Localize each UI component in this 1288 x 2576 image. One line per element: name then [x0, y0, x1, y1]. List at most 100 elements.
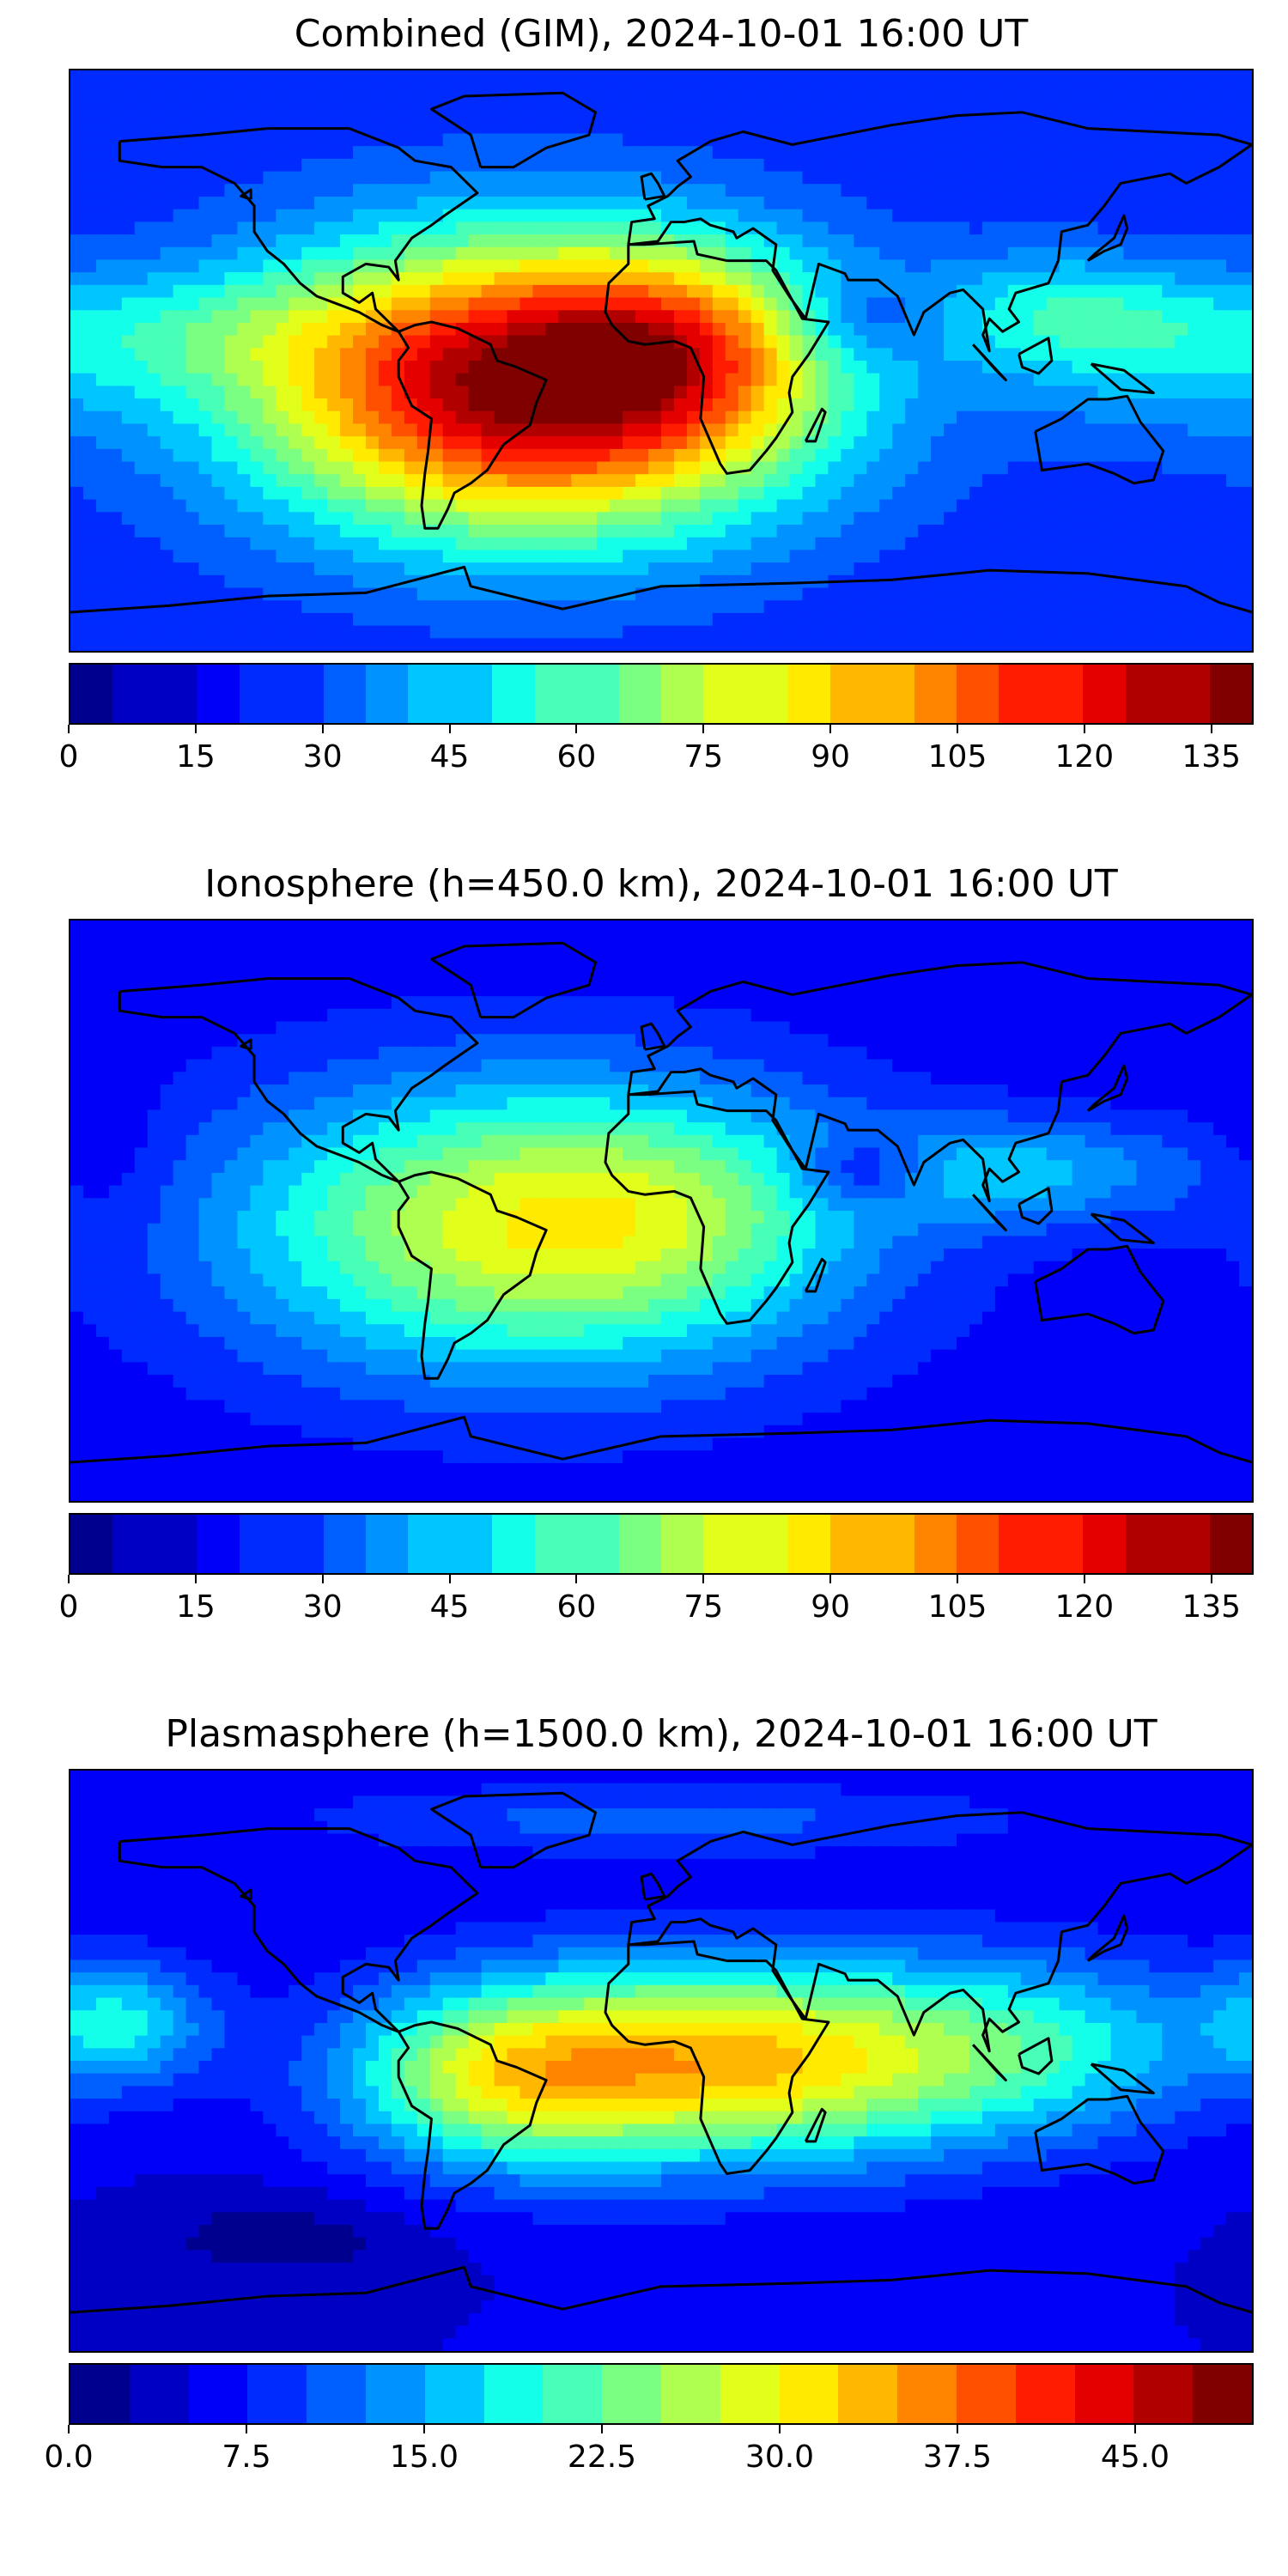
- field-cell: [263, 562, 277, 576]
- field-cell: [854, 996, 868, 1010]
- field-cell: [597, 423, 611, 437]
- field-cell: [994, 587, 1009, 602]
- field-cell: [1149, 996, 1163, 1010]
- field-cell: [1123, 638, 1138, 651]
- field-cell: [648, 436, 662, 450]
- field-cell: [994, 386, 1009, 399]
- field-cell: [918, 234, 932, 248]
- field-cell: [648, 945, 662, 959]
- field-cell: [301, 297, 315, 312]
- colorbar-level: [956, 665, 999, 723]
- field-cell: [121, 297, 136, 312]
- field-cell: [969, 234, 983, 248]
- field-cell: [276, 537, 290, 551]
- field-cell: [686, 133, 701, 147]
- field-cell: [854, 486, 868, 501]
- field-cell: [507, 158, 521, 173]
- field-cell: [442, 184, 457, 197]
- field-cell: [507, 958, 521, 972]
- field-cell: [173, 222, 187, 235]
- field-cell: [185, 945, 200, 959]
- field-cell: [211, 996, 226, 1010]
- field-cell: [866, 158, 881, 173]
- field-cell: [1188, 234, 1201, 248]
- field-cell: [905, 625, 919, 640]
- field-cell: [1226, 436, 1240, 450]
- field-cell: [712, 600, 726, 614]
- field-cell: [237, 638, 252, 651]
- field-cell: [1007, 448, 1022, 463]
- field-cell: [1084, 423, 1099, 437]
- field-cell: [327, 550, 341, 563]
- field-cell: [1020, 983, 1035, 997]
- field-cell: [1033, 512, 1048, 526]
- field-cell: [558, 574, 573, 589]
- field-cell: [224, 348, 239, 361]
- field-cell: [545, 246, 560, 261]
- field-cell: [276, 373, 290, 387]
- field-cell: [468, 70, 483, 84]
- coastline: [70, 565, 1252, 614]
- field-cell: [648, 525, 662, 538]
- field-cell: [468, 259, 483, 273]
- field-cell: [314, 574, 328, 589]
- field-cell: [866, 574, 881, 589]
- field-cell: [545, 234, 560, 248]
- field-cell: [1175, 209, 1189, 223]
- field-cell: [121, 108, 136, 122]
- field-cell: [673, 209, 688, 223]
- field-cell: [237, 562, 252, 576]
- field-cell: [185, 410, 200, 425]
- field-cell: [289, 95, 303, 109]
- field-cell: [173, 310, 187, 324]
- field-cell: [892, 945, 906, 959]
- field-cell: [981, 525, 996, 538]
- field-cell: [224, 638, 239, 651]
- field-cell: [686, 550, 701, 563]
- field-cell: [802, 612, 817, 627]
- field-cell: [1123, 562, 1138, 576]
- field-cell: [635, 398, 649, 412]
- field-cell: [1188, 322, 1201, 337]
- field-cell: [1175, 108, 1189, 122]
- field-cell: [198, 499, 213, 513]
- field-cell: [1007, 512, 1022, 526]
- field-cell: [1162, 970, 1176, 985]
- field-cell: [661, 146, 675, 160]
- field-cell: [725, 70, 739, 84]
- combined-gim-panel: Combined (GIM), 2024-10-01 16:00 UT 0 15 3…: [0, 9, 1288, 859]
- field-cell: [532, 120, 547, 135]
- field-cell: [70, 448, 84, 463]
- field-cell: [1226, 550, 1240, 563]
- field-cell: [185, 587, 200, 602]
- field-cell: [584, 322, 598, 337]
- field-cell: [314, 474, 328, 488]
- field-cell: [789, 348, 804, 361]
- field-cell: [854, 246, 868, 261]
- field-cell: [905, 133, 919, 147]
- field-cell: [545, 386, 560, 399]
- field-cell: [994, 562, 1009, 576]
- field-cell: [802, 246, 817, 261]
- field-cell: [571, 499, 586, 513]
- field-cell: [1097, 958, 1112, 972]
- field-cell: [558, 259, 573, 273]
- field-cell: [1200, 562, 1214, 576]
- field-cell: [327, 108, 341, 122]
- field-cell: [545, 398, 560, 412]
- field-cell: [610, 945, 623, 959]
- field-cell: [981, 386, 996, 399]
- field-cell: [673, 284, 688, 299]
- field-cell: [1033, 284, 1048, 299]
- field-cell: [699, 284, 714, 299]
- field-cell: [507, 550, 521, 563]
- field-cell: [1059, 82, 1073, 97]
- field-cell: [147, 537, 161, 551]
- field-cell: [1213, 423, 1227, 437]
- field-cell: [70, 209, 84, 223]
- field-cell: [661, 410, 675, 425]
- field-cell: [289, 297, 303, 312]
- field-cell: [763, 120, 778, 135]
- field-cell: [532, 525, 547, 538]
- field-cell: [160, 196, 174, 210]
